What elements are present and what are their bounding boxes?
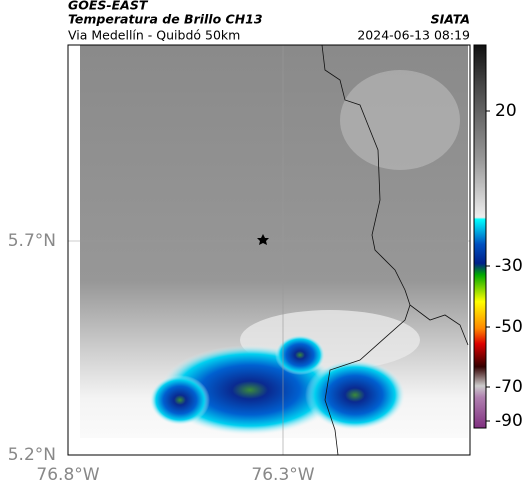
colorbar-label: -70	[495, 377, 523, 397]
lat-label: 5.2°N	[8, 445, 56, 465]
colorbar-label: -30	[495, 256, 523, 276]
cloud	[340, 70, 460, 170]
colorbar-label: 20	[495, 101, 517, 121]
map-frame	[67, 44, 471, 456]
location-marker	[257, 234, 269, 245]
cloud-cold	[305, 360, 405, 430]
colorbar	[473, 44, 487, 429]
colorbar-label: -50	[495, 317, 523, 337]
product: Temperatura de Brillo CH13	[68, 12, 263, 27]
datetime: 2024-06-13 08:19	[357, 28, 470, 43]
route: Via Medellín - Quibdó 50km	[68, 28, 240, 43]
lat-label: 5.7°N	[8, 231, 56, 251]
satellite: GOES-EAST	[68, 0, 149, 13]
cloud-cold	[150, 375, 210, 425]
lon-label: 76.3°W	[251, 465, 314, 485]
colorbar-ticks	[486, 110, 490, 422]
cloud-cold	[275, 335, 325, 375]
map	[67, 44, 471, 456]
colorbar-label: -90	[495, 411, 523, 431]
lon-label: 76.8°W	[36, 465, 99, 485]
border	[321, 44, 469, 456]
source: SIATA	[431, 12, 470, 27]
